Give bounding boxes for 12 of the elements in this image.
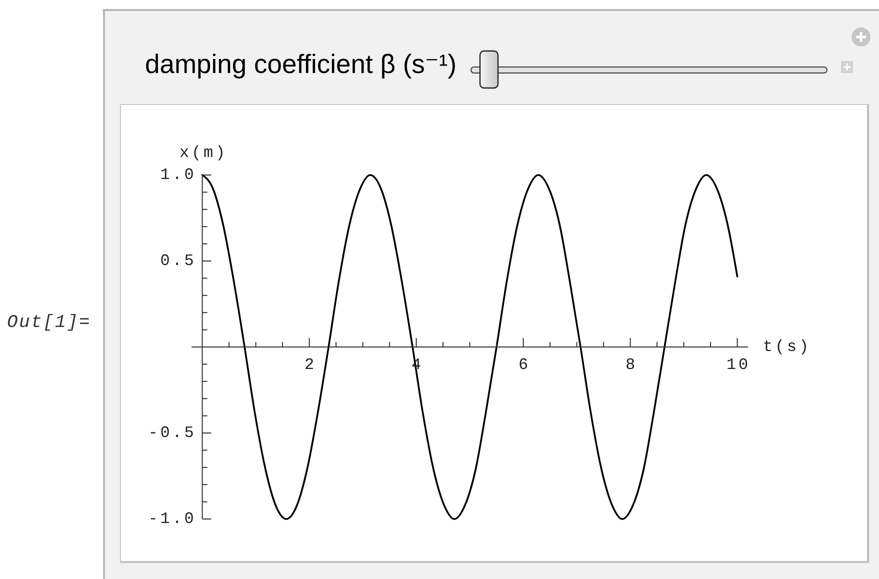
x-axis-title: t(s): [763, 338, 812, 356]
text: Out[1]=: [7, 313, 92, 333]
y-tick-label: -0.5: [148, 424, 196, 442]
y-axis-title: x(m): [179, 144, 228, 162]
x-tick-label: 6: [518, 356, 531, 374]
x-tick-label: 8: [625, 356, 638, 374]
x-tick-label: 10: [726, 356, 751, 374]
y-tick-label: -1.0: [148, 510, 196, 528]
text: damping coefficient β (s⁻¹): [145, 49, 457, 79]
y-tick-label: 1.0: [160, 166, 196, 184]
y-tick-label: 0.5: [160, 252, 196, 270]
x-tick-label: 2: [304, 356, 317, 374]
